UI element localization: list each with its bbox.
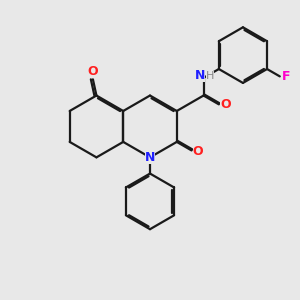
Text: O: O xyxy=(220,98,231,111)
Text: F: F xyxy=(281,70,290,83)
Text: O: O xyxy=(193,146,203,158)
Text: H: H xyxy=(206,70,214,80)
Text: N: N xyxy=(145,152,155,164)
Text: N: N xyxy=(195,69,205,82)
Text: O: O xyxy=(88,64,98,78)
